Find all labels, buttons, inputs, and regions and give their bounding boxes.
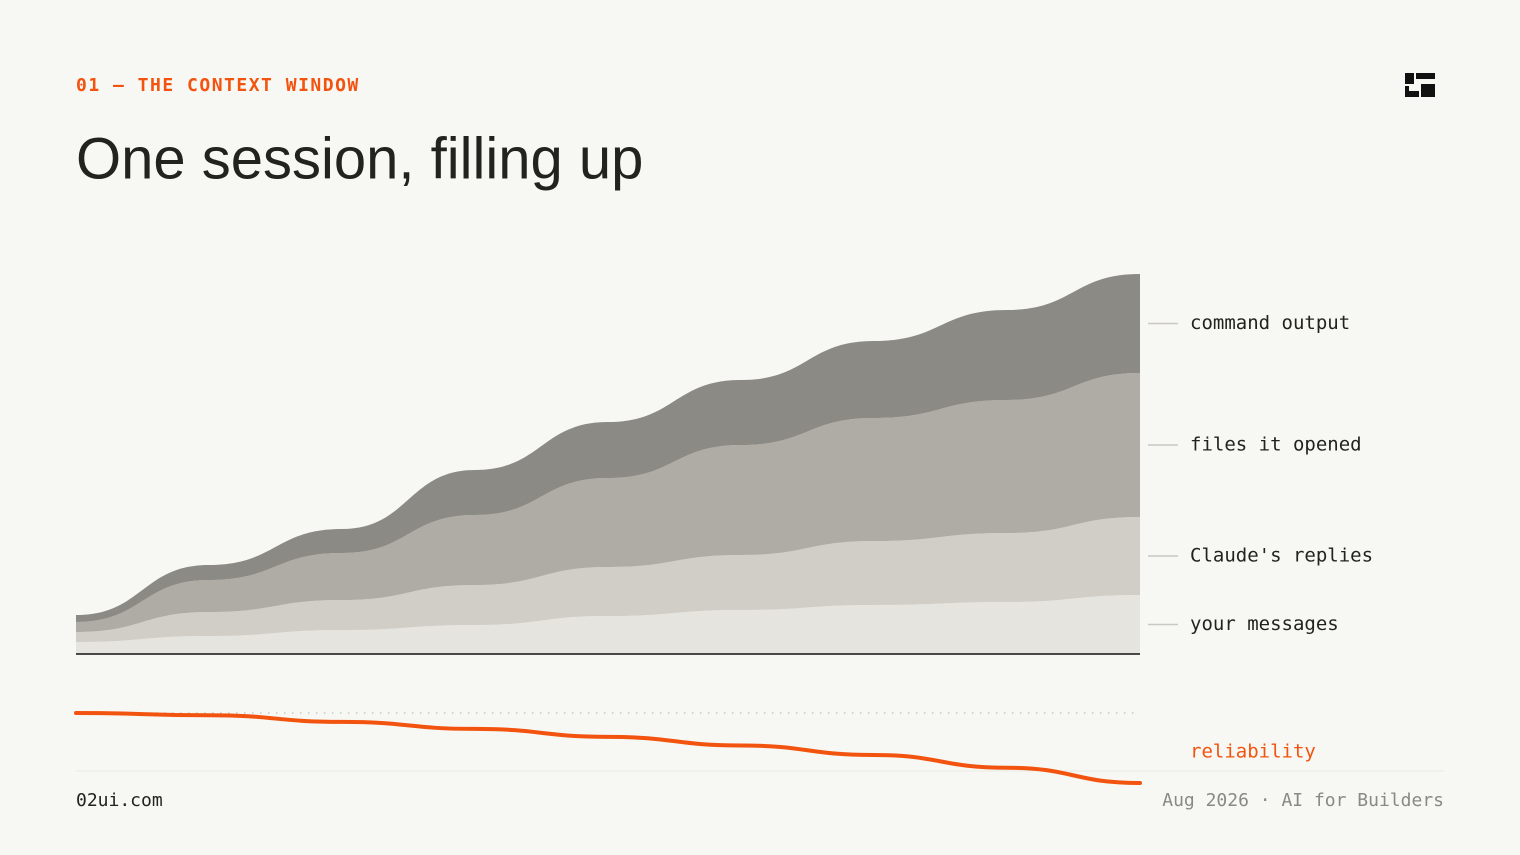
eyebrow: 01 — THE CONTEXT WINDOW [76, 75, 360, 96]
area [76, 517, 1140, 642]
footer-left: 02ui.com [76, 790, 163, 811]
line-label: reliability [1190, 741, 1316, 763]
area [76, 274, 1140, 622]
title: One session, filling up [76, 126, 643, 191]
legend-label: your messages [1190, 613, 1339, 635]
legend-label: Claude's replies [1190, 545, 1373, 567]
area [76, 595, 1140, 654]
area [76, 373, 1140, 632]
legend-label: files it opened [1190, 434, 1362, 456]
footer-right: Aug 2026 · AI for Builders [1162, 790, 1444, 811]
line [74, 711, 1142, 785]
legend-label: command output [1190, 312, 1350, 334]
logo [1405, 73, 1435, 97]
